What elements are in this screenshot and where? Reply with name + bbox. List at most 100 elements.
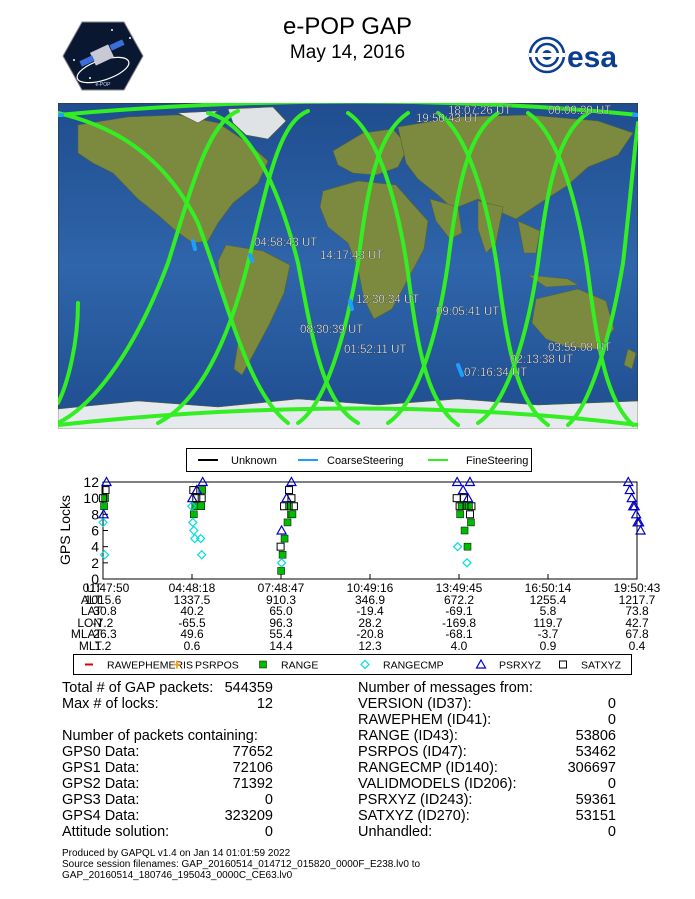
data-point-psrxyz	[197, 476, 209, 487]
containing-value: 72106	[232, 760, 273, 776]
message-label: Unhandled:	[358, 824, 433, 840]
data-point-satxyz	[189, 486, 198, 495]
legend-marker-satxyz	[559, 660, 567, 669]
data-point-rangecmp	[189, 533, 200, 544]
data-point-satxyz	[467, 502, 476, 511]
data-point-satxyz	[289, 502, 298, 511]
containing-value: 71392	[232, 776, 273, 792]
data-point-rangecmp	[276, 557, 287, 568]
ephemeris-cell: 19:50:43	[613, 581, 661, 595]
data-point-range	[465, 502, 473, 510]
ephemeris-row-label: UT	[86, 581, 102, 595]
ephemeris-cell: 10:49:16	[346, 581, 394, 595]
containing-header: Number of packets containing:	[62, 728, 258, 744]
time-label: 07:16:34 UT	[464, 367, 527, 379]
ephemeris-cell: 65.0	[269, 604, 293, 618]
data-point-psrxyz	[101, 476, 113, 487]
ephemeris-row-label: ALT	[80, 592, 102, 607]
message-label: RANGECMP (ID140):	[358, 760, 498, 776]
data-point-satxyz	[192, 494, 201, 503]
data-point-range	[283, 518, 292, 527]
footer-source-files: Source session filenames: GAP_20160514_0…	[62, 859, 421, 870]
data-point-range	[460, 526, 469, 535]
containing-label: GPS1 Data:	[62, 760, 140, 776]
chart-plot-area	[102, 481, 638, 580]
ephemeris-cell: 119.7	[533, 615, 563, 630]
message-value: 306697	[567, 760, 616, 776]
data-point-range	[467, 518, 475, 527]
orbit-time-labels: 18:07:26 UT 19:50:43 UT 04:58:43 UT 14:1…	[254, 105, 612, 379]
data-point-satxyz	[460, 494, 469, 503]
ephemeris-row-label: LON	[77, 615, 102, 630]
containing-value: 0	[264, 792, 273, 808]
ephemeris-cell: 42.7	[625, 615, 649, 630]
ephemeris-cell: 28.2	[358, 615, 382, 630]
time-label: 19:50:43 UT	[416, 113, 479, 125]
message-label: RANGE (ID43):	[358, 728, 458, 744]
ephemeris-cell: 1015.6	[84, 592, 122, 607]
data-point-psrxyz	[635, 524, 647, 535]
ephemeris-row-label: MLT	[78, 638, 102, 653]
y-tick-label: 10	[83, 490, 99, 506]
legend-label-series: RAWEPHEMERIS	[107, 660, 193, 672]
ephemeris-cell: 5.8	[539, 604, 557, 618]
orbit-tracks	[58, 103, 638, 427]
time-label: 12:30:34 UT	[356, 294, 419, 306]
data-point-range	[285, 502, 293, 510]
containing-label: Attitude solution:	[62, 824, 170, 840]
data-point-rangecmp	[98, 517, 108, 528]
message-value: 53151	[575, 808, 616, 824]
data-point-range	[101, 494, 109, 502]
data-point-range	[456, 510, 464, 519]
data-point-psrxyz	[280, 492, 293, 503]
page-title: e-POP GAP	[283, 13, 412, 40]
data-point-range	[457, 502, 466, 510]
time-label: 18:07:26 UT	[448, 105, 511, 117]
ephemeris-cell: -7.2	[92, 615, 114, 630]
ephemeris-cell: 1337.5	[173, 592, 211, 607]
time-label: 04:58:43 UT	[254, 237, 317, 249]
data-point-rangecmp	[452, 541, 463, 552]
data-point-satxyz	[455, 502, 464, 511]
map-legend: Unknown CoarseSteering FineSteering	[186, 448, 532, 472]
data-point-satxyz	[197, 494, 206, 503]
data-point-satxyz	[99, 494, 108, 503]
messages-header: Number of messages from:	[358, 680, 533, 696]
data-point-rangecmp	[195, 533, 206, 544]
ephemeris-cell: 910.3	[265, 592, 297, 607]
ephemeris-cell: 67.8	[625, 627, 649, 641]
message-value: 0	[607, 696, 616, 712]
y-tick-label: 4	[91, 539, 99, 555]
chart-points	[98, 476, 647, 575]
page-date: May 14, 2016	[289, 42, 406, 63]
ephemeris-cell: 0.6	[183, 638, 201, 653]
ephemeris-cell: 12.3	[358, 638, 382, 653]
y-tick-label: 2	[91, 555, 99, 571]
data-point-range	[278, 551, 287, 559]
time-label: 08:30:39 UT	[300, 324, 363, 336]
data-point-psrxyz	[630, 508, 642, 519]
legend-label-series: SATXYZ	[581, 660, 622, 672]
containing-label: GPS0 Data:	[62, 744, 140, 760]
ephemeris-cell: -169.8	[441, 615, 477, 630]
ephemeris-cell: 55.4	[269, 627, 293, 641]
y-tick-label: 0	[91, 571, 99, 586]
y-tick-label: 8	[91, 506, 99, 522]
message-value: 0	[607, 712, 616, 728]
data-point-psrxyz	[98, 508, 110, 519]
legend-label-series: RANGE	[281, 660, 318, 672]
ephemeris-cell: 1255.4	[529, 592, 567, 607]
total-packets-value: 544359	[224, 680, 273, 696]
legend-label-coarse: CoarseSteering	[327, 455, 403, 467]
ephemeris-row-label: MLAT	[70, 627, 102, 641]
data-point-range	[190, 510, 198, 519]
time-label: 14:17:43 UT	[320, 250, 383, 262]
data-point-psrxyz	[451, 476, 463, 487]
data-point-satxyz	[452, 494, 461, 503]
ephemeris-cell: 672.2	[443, 592, 475, 607]
ephemeris-cell: -26.3	[89, 627, 117, 641]
data-point-psrxyz	[457, 484, 469, 495]
ephemeris-cell: 4.0	[450, 638, 468, 653]
data-point-satxyz	[276, 542, 285, 551]
